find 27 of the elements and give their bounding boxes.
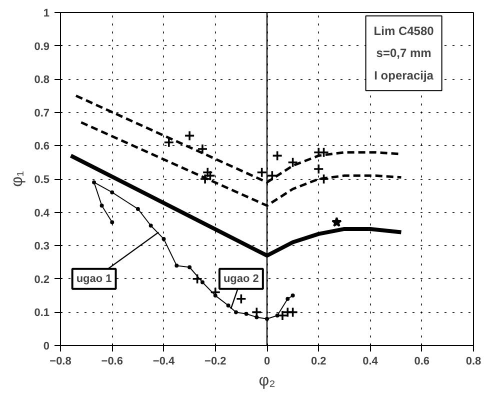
x-tick-label: −0.4 xyxy=(152,356,176,368)
x-tick-label: −0.8 xyxy=(50,356,72,368)
y-tick-label: 0.2 xyxy=(34,274,50,286)
y-tick-label: 0.4 xyxy=(34,207,50,220)
y-tick-label: 0.3 xyxy=(34,240,50,253)
x-tick-label: −0.2 xyxy=(204,356,226,368)
x-tick-label: −0.6 xyxy=(101,356,123,368)
annotation: ugao 2 xyxy=(223,272,259,285)
annotation: Lim C4580 xyxy=(374,24,434,38)
y-tick-label: 0 xyxy=(43,340,50,352)
y-tick-label: 1 xyxy=(43,8,50,20)
annotation: s=0,7 mm xyxy=(376,46,432,60)
y-tick-label: 0.6 xyxy=(34,140,50,153)
y-tick-label: 0.8 xyxy=(34,74,50,86)
y-tick-label: 0.1 xyxy=(34,307,50,320)
x-tick-label: 0 xyxy=(264,356,270,368)
y-tick-label: 0.9 xyxy=(34,40,50,53)
y-tick-label: 0.7 xyxy=(34,107,50,120)
x-tick-label: 0.8 xyxy=(466,356,482,368)
x-axis-title: φ₂ xyxy=(258,372,276,390)
annotation: ugao 1 xyxy=(76,272,112,285)
y-axis-title: φ₁ xyxy=(9,171,26,187)
x-tick-label: 0.6 xyxy=(414,356,430,368)
y-tick-label: 0.5 xyxy=(34,174,50,186)
x-tick-label: 0.4 xyxy=(362,356,379,368)
x-tick-label: 0.2 xyxy=(310,356,326,368)
annotation: I operacija xyxy=(374,68,434,83)
